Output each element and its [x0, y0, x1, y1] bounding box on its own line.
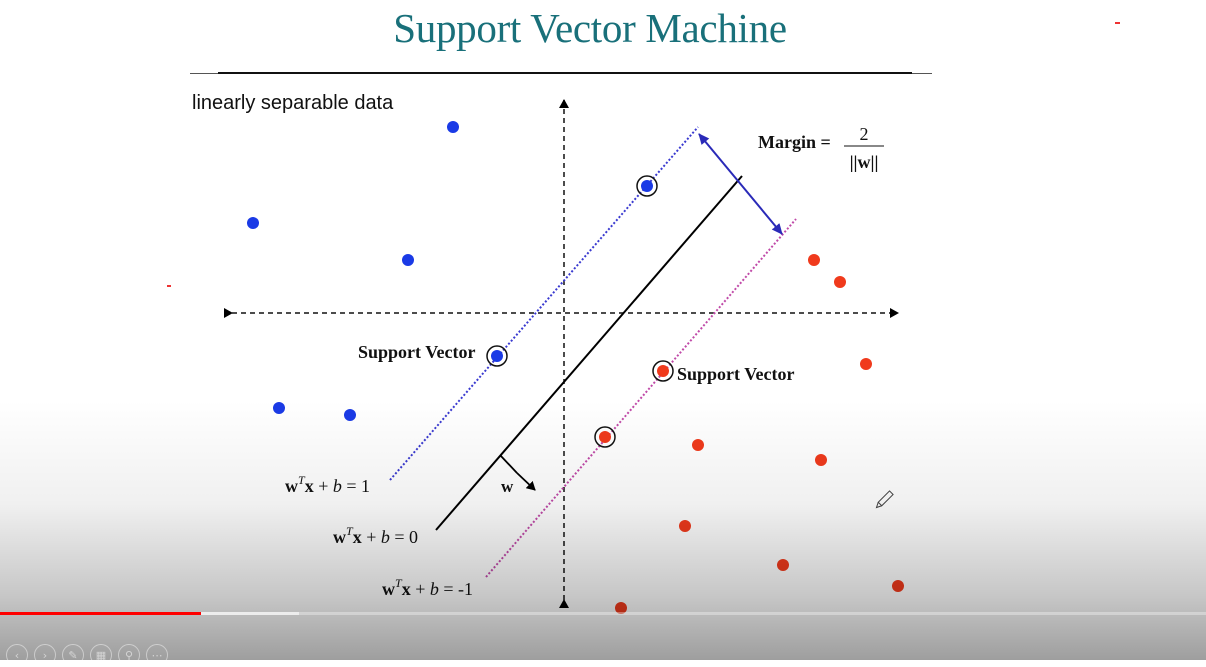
equation-zero: wTx + b = 0 [333, 524, 418, 547]
pen-cursor-icon [875, 490, 894, 509]
more-icon[interactable]: ⋯ [146, 644, 168, 666]
title-underline-thick [218, 72, 912, 74]
support-vector-point [641, 180, 653, 192]
blue-support-vectors [486, 175, 658, 367]
data-point [808, 254, 820, 266]
weight-label: w [501, 477, 514, 496]
equation-plus-one: wTx + b = 1 [285, 473, 370, 496]
margin-numerator: 2 [860, 124, 869, 144]
support-vector-label-right: Support Vector [677, 364, 795, 384]
support-vector-ring [636, 175, 658, 197]
data-point [815, 454, 827, 466]
support-vector-point [491, 350, 503, 362]
slide-title: Support Vector Machine [393, 5, 787, 51]
margin-denominator: ||w|| [850, 152, 879, 172]
data-point [402, 254, 414, 266]
data-point [892, 580, 904, 592]
data-point [679, 520, 691, 532]
data-point [777, 559, 789, 571]
support-vector-label-left: Support Vector [358, 342, 476, 362]
data-point [615, 602, 627, 614]
margin-label: Margin = [758, 132, 831, 152]
minus-margin-line [485, 218, 797, 578]
margin-arrow [698, 133, 783, 235]
data-point [344, 409, 356, 421]
data-point [247, 217, 259, 229]
red-support-vectors [594, 360, 674, 448]
support-vector-ring [486, 345, 508, 367]
support-vector-point [657, 365, 669, 377]
progress-played [0, 612, 202, 615]
data-point [447, 121, 459, 133]
decision-boundary [435, 175, 743, 531]
blue-class-points [247, 121, 459, 421]
data-point [860, 358, 872, 370]
progress-bar[interactable] [0, 612, 1206, 615]
slides-icon[interactable]: ▦ [90, 644, 112, 666]
support-vector-ring [652, 360, 674, 382]
data-point [692, 439, 704, 451]
pen-icon[interactable]: ✎ [62, 644, 84, 666]
plus-margin-line [389, 126, 699, 481]
data-point [834, 276, 846, 288]
stray-mark [1115, 22, 1120, 24]
data-point [273, 402, 285, 414]
support-vector-point [599, 431, 611, 443]
player-controls: ‹ › ✎ ▦ ⚲ ⋯ [6, 644, 168, 666]
zoom-icon[interactable]: ⚲ [118, 644, 140, 666]
red-class-points [615, 254, 904, 614]
stray-mark [167, 285, 171, 287]
equation-minus-one: wTx + b = -1 [382, 576, 473, 599]
support-vector-ring [594, 426, 616, 448]
next-icon[interactable]: › [34, 644, 56, 666]
slide-subtitle: linearly separable data [192, 92, 394, 114]
weight-vector-stem [499, 454, 518, 474]
weight-vector-arrow [516, 472, 536, 491]
prev-icon[interactable]: ‹ [6, 644, 28, 666]
